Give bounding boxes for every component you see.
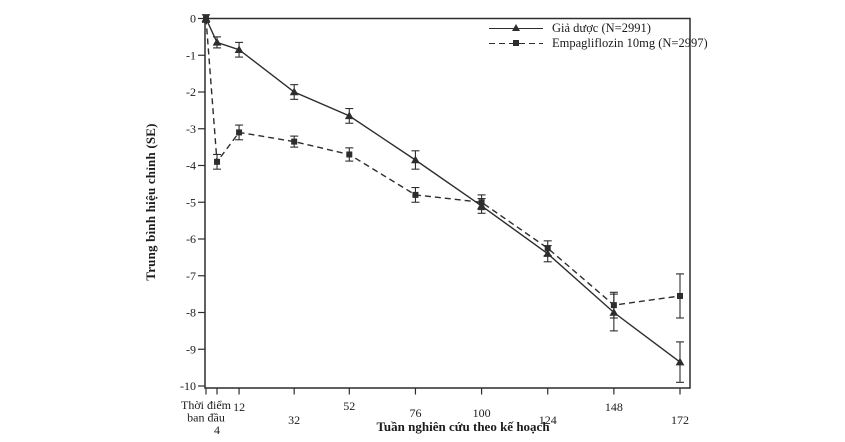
svg-text:-1: -1	[186, 48, 196, 62]
svg-text:124: 124	[539, 413, 557, 427]
series-markers-placebo	[201, 14, 685, 366]
svg-text:-5: -5	[186, 195, 196, 209]
series-line-placebo	[205, 18, 681, 363]
error-bars-empagliflozin	[202, 14, 684, 319]
legend-item-placebo: Giả dược (N=2991)	[489, 21, 708, 36]
svg-text:-6: -6	[186, 232, 196, 246]
svg-text:-8: -8	[186, 306, 196, 320]
svg-text:-2: -2	[186, 85, 196, 99]
solid-line-swatch	[489, 23, 543, 31]
legend-label-placebo: Giả dược (N=2991)	[552, 21, 651, 35]
dashed-line-swatch	[489, 40, 543, 47]
series-markers-empagliflozin	[203, 15, 683, 309]
svg-text:-10: -10	[180, 379, 196, 393]
legend-item-empagliflozin: Empagliflozin 10mg (N=2997)	[489, 36, 708, 51]
y-axis-title: Trung bình hiệu chỉnh (SE)	[143, 123, 158, 281]
square-marker-icon	[513, 40, 519, 47]
svg-text:172: 172	[671, 413, 689, 427]
triangle-marker-icon	[512, 23, 520, 31]
legend: Giả dược (N=2991) Empagliflozin 10mg (N=…	[489, 21, 708, 51]
svg-text:-3: -3	[186, 122, 196, 136]
svg-text:-4: -4	[186, 159, 196, 173]
y-axis-ticks: 0 -1 -2 -3 -4 -5 -6 -7 -8 -9 -10	[180, 12, 205, 393]
legend-label-empagliflozin: Empagliflozin 10mg (N=2997)	[552, 36, 708, 50]
svg-text:-9: -9	[186, 342, 196, 356]
series-line-empagliflozin	[205, 18, 681, 306]
svg-text:76: 76	[409, 406, 421, 420]
svg-text:4: 4	[214, 423, 220, 437]
svg-text:-7: -7	[186, 269, 196, 283]
svg-text:ban đầu: ban đầu	[187, 411, 225, 425]
svg-text:52: 52	[343, 399, 355, 413]
axis-frame	[204, 17, 691, 389]
svg-text:0: 0	[190, 12, 196, 26]
x-axis-title: Tuần nghiên cứu theo kế hoạch	[376, 419, 550, 434]
svg-text:Thời điểm: Thời điểm	[181, 398, 232, 412]
svg-text:32: 32	[288, 413, 300, 427]
svg-text:148: 148	[605, 400, 623, 414]
svg-text:12: 12	[233, 400, 245, 414]
svg-text:100: 100	[473, 406, 491, 420]
error-bars-placebo	[202, 14, 684, 383]
